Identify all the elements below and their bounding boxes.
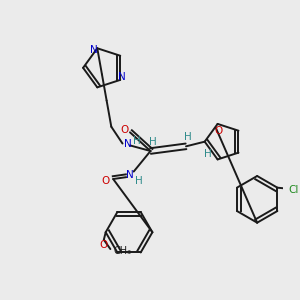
Text: O: O	[100, 240, 108, 250]
Text: H: H	[135, 176, 143, 186]
Text: H: H	[148, 137, 156, 147]
Text: Cl: Cl	[289, 184, 299, 194]
Text: H: H	[204, 149, 212, 159]
Text: O: O	[102, 176, 110, 186]
Text: H: H	[133, 136, 140, 146]
Text: CH₃: CH₃	[113, 246, 131, 256]
Text: N: N	[124, 140, 132, 149]
Text: O: O	[214, 126, 223, 136]
Text: H: H	[184, 132, 192, 142]
Text: O: O	[120, 125, 128, 136]
Text: N: N	[126, 170, 134, 180]
Text: N: N	[90, 45, 98, 55]
Text: N: N	[118, 72, 126, 82]
